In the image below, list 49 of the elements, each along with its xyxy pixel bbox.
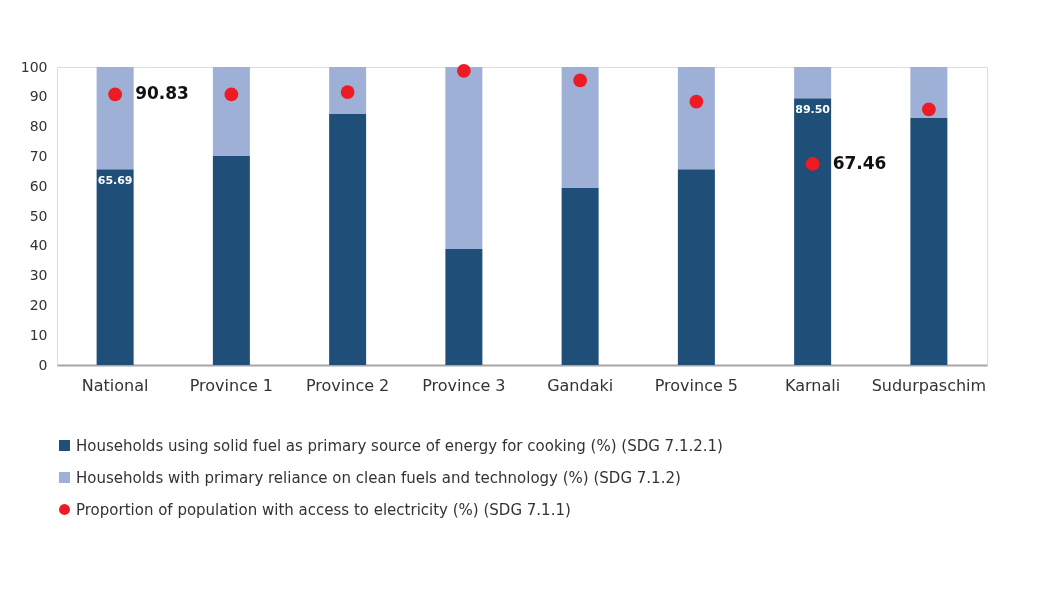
data-label: 65.69 [97, 174, 133, 188]
x-tick-label: National [81, 375, 149, 395]
x-tick-label: Karnali [785, 375, 841, 395]
point [689, 94, 704, 109]
bar [910, 67, 948, 118]
y-tick-label: 10 [29, 326, 48, 343]
bar [212, 67, 250, 157]
bar [561, 67, 599, 188]
point [573, 73, 588, 88]
y-tick-label: 20 [29, 296, 48, 313]
legend-label: Proportion of population with access to electricity (%) (SDG 7.1.1) [76, 500, 571, 519]
bar [445, 67, 483, 250]
x-tick-label: Province 3 [422, 375, 506, 395]
bar [445, 249, 483, 365]
x-tick-label: Province 1 [189, 375, 274, 395]
point [456, 64, 471, 78]
x-tick-label: Sudurpaschim [871, 375, 987, 395]
bar [910, 117, 948, 365]
y-tick-label: 70 [29, 147, 48, 164]
bar [96, 67, 134, 170]
bar [794, 98, 832, 365]
point [805, 157, 820, 171]
bar [329, 67, 367, 115]
legend-label: Households using solid fuel as primary source of energy for cooking (%) (SDG 7.1.2.1) [76, 436, 723, 455]
y-tick-label: 50 [29, 207, 48, 224]
data-label: 90.83 [135, 83, 189, 104]
bar [561, 187, 599, 365]
x-tick-label: Gandaki [547, 375, 614, 395]
y-tick-label: 80 [29, 118, 48, 135]
y-tick-label: 100 [20, 58, 48, 75]
point [224, 87, 239, 102]
point [921, 102, 936, 117]
point [108, 87, 123, 102]
y-tick-label: 40 [29, 237, 48, 254]
bar [96, 169, 134, 365]
bar [677, 169, 715, 365]
y-tick-label: 0 [38, 356, 48, 373]
x-tick-label: Province 2 [305, 375, 390, 395]
y-tick-label: 30 [29, 267, 48, 284]
bar [677, 67, 715, 170]
data-label: 89.50 [795, 103, 831, 117]
data-label: 67.46 [832, 152, 887, 173]
y-tick-label: 60 [29, 177, 48, 194]
bar [794, 67, 832, 99]
y-tick-label: 90 [29, 88, 48, 105]
bar [329, 114, 367, 365]
x-tick-label: Province 5 [654, 375, 739, 395]
legend-label: Households with primary reliance on clean fuels and technology (%) (SDG 7.1.2) [76, 468, 681, 487]
bar [212, 156, 250, 365]
